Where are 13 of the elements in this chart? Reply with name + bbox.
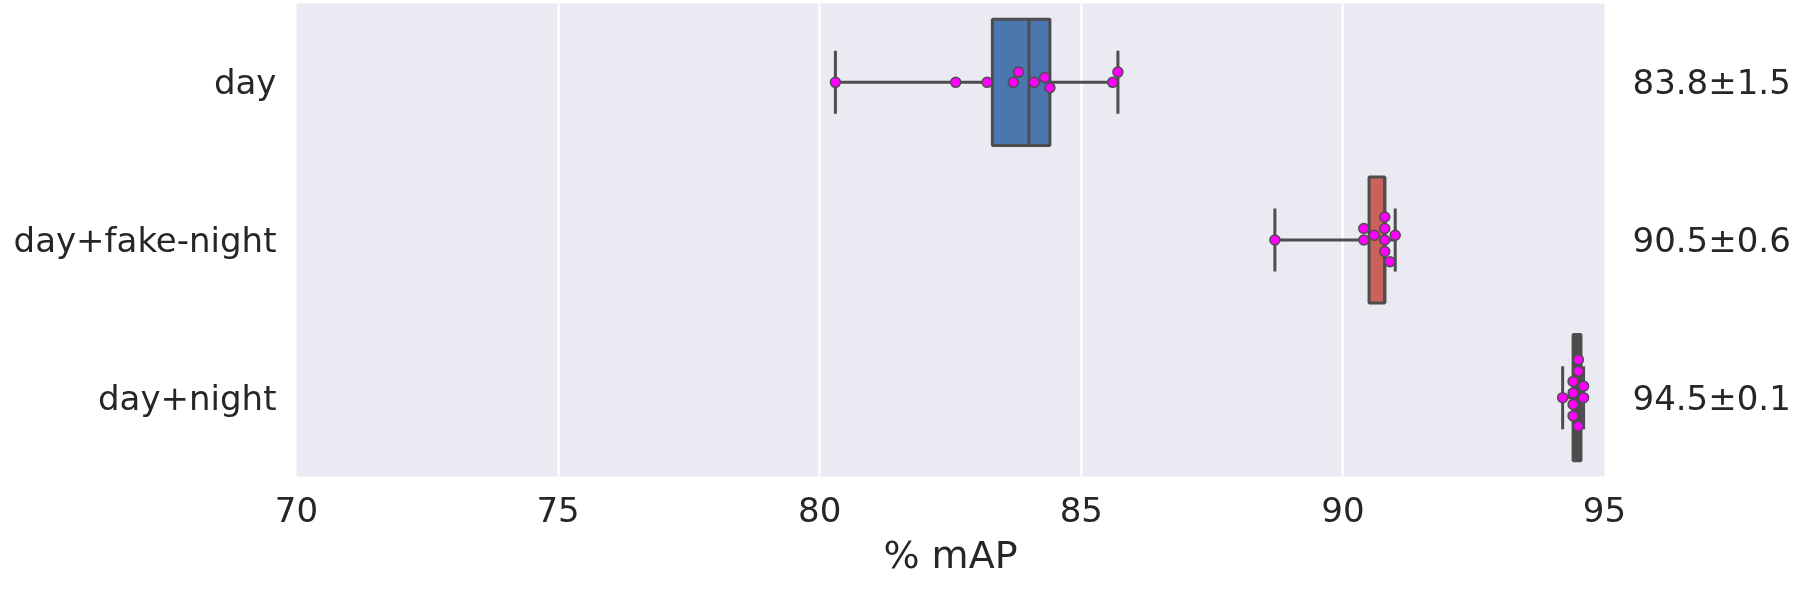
y-tick-label: day+night [98,377,277,418]
x-tick-label: 90 [1321,489,1365,530]
x-tick-label: 80 [798,489,842,530]
text: 83.8±1.5 [1632,62,1791,103]
text: 94.5±0.1 [1632,377,1791,418]
x-tick-label: 85 [1059,489,1103,530]
y-tick-label: day [213,62,277,103]
x-tick-label: 95 [1582,489,1627,530]
x-tick-label: 70 [274,489,319,530]
x-tick-label: 75 [536,489,580,530]
y-tick-label: day+fake-night [13,220,277,260]
text: 90.5±0.6 [1632,220,1791,260]
x-axis-title: % mAP [883,532,1018,577]
